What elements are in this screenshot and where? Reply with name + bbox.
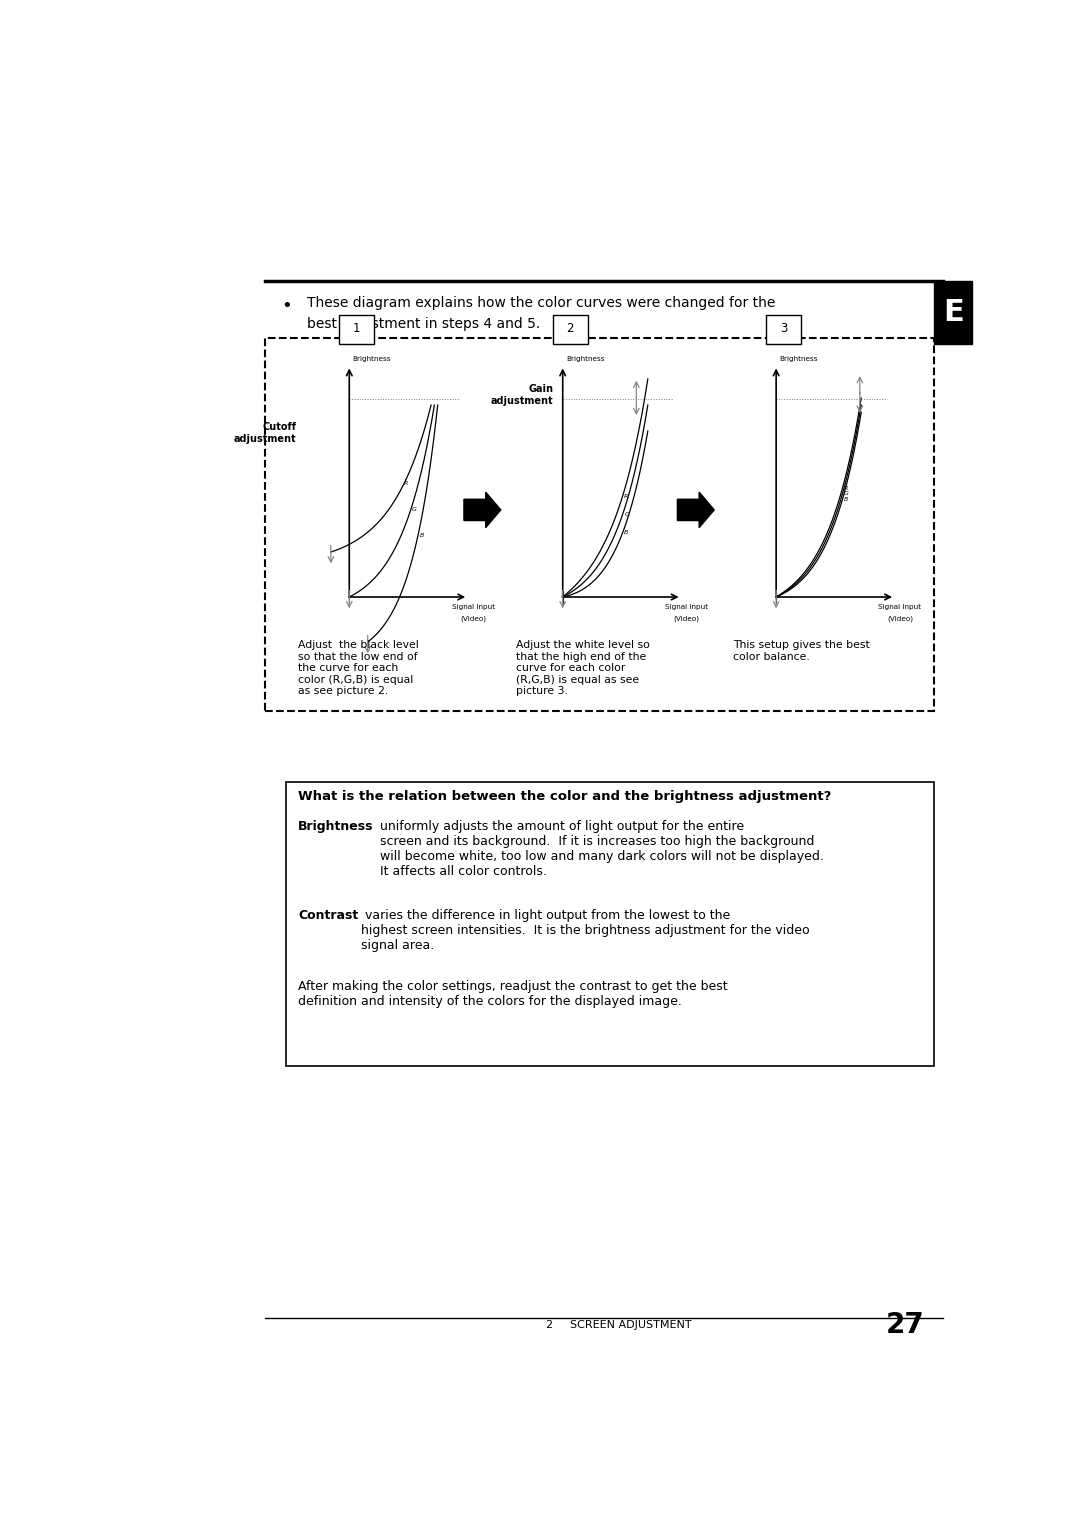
FancyArrow shape [464, 492, 501, 527]
Text: SCREEN ADJUSTMENT: SCREEN ADJUSTMENT [570, 1320, 692, 1331]
Text: Brightness: Brightness [352, 357, 391, 363]
Text: B: B [624, 530, 629, 535]
Text: Signal Input: Signal Input [665, 604, 708, 610]
FancyBboxPatch shape [766, 315, 801, 344]
Text: (Video): (Video) [460, 616, 486, 622]
FancyBboxPatch shape [339, 315, 375, 344]
Text: (Video): (Video) [887, 616, 913, 622]
Text: 27: 27 [886, 1311, 924, 1339]
Text: 2: 2 [567, 323, 573, 335]
FancyBboxPatch shape [285, 782, 934, 1067]
Text: B: B [845, 496, 849, 503]
Text: Brightness: Brightness [566, 357, 605, 363]
FancyBboxPatch shape [265, 338, 934, 712]
Text: G: G [624, 512, 630, 516]
FancyBboxPatch shape [934, 281, 972, 344]
Text: Contrast: Contrast [298, 908, 359, 922]
Text: R: R [845, 486, 849, 490]
Text: 2: 2 [545, 1320, 552, 1331]
Text: This setup gives the best
color balance.: This setup gives the best color balance. [733, 639, 870, 662]
FancyArrow shape [677, 492, 714, 527]
Text: •: • [282, 297, 293, 315]
Text: Signal Input: Signal Input [878, 604, 921, 610]
Text: Brightness: Brightness [298, 819, 374, 833]
Text: Brightness: Brightness [780, 357, 818, 363]
Text: Adjust  the black level
so that the low end of
the curve for each
color (R,G,B) : Adjust the black level so that the low e… [298, 639, 419, 696]
Text: E: E [943, 298, 963, 327]
Text: G: G [845, 492, 849, 496]
Text: best adjustment in steps 4 and 5.: best adjustment in steps 4 and 5. [307, 317, 540, 330]
Text: 3: 3 [780, 323, 787, 335]
Text: Signal Input: Signal Input [451, 604, 495, 610]
Text: What is the relation between the color and the brightness adjustment?: What is the relation between the color a… [298, 790, 832, 804]
Text: Cutoff
adjustment: Cutoff adjustment [234, 423, 297, 444]
Text: Gain
adjustment: Gain adjustment [491, 384, 554, 406]
Text: R: R [404, 481, 408, 487]
Text: uniformly adjusts the amount of light output for the entire
screen and its backg: uniformly adjusts the amount of light ou… [380, 819, 824, 878]
Text: Adjust the white level so
that the high end of the
curve for each color
(R,G,B) : Adjust the white level so that the high … [516, 639, 650, 696]
Text: R: R [624, 493, 629, 498]
Text: After making the color settings, readjust the contrast to get the best
definitio: After making the color settings, readjus… [298, 979, 728, 1008]
Text: 1: 1 [353, 323, 361, 335]
Text: varies the difference in light output from the lowest to the
highest screen inte: varies the difference in light output fr… [361, 908, 810, 951]
Text: B: B [419, 533, 423, 538]
Text: These diagram explains how the color curves were changed for the: These diagram explains how the color cur… [307, 295, 775, 309]
FancyBboxPatch shape [553, 315, 588, 344]
Text: G: G [411, 507, 417, 512]
Text: (Video): (Video) [674, 616, 700, 622]
